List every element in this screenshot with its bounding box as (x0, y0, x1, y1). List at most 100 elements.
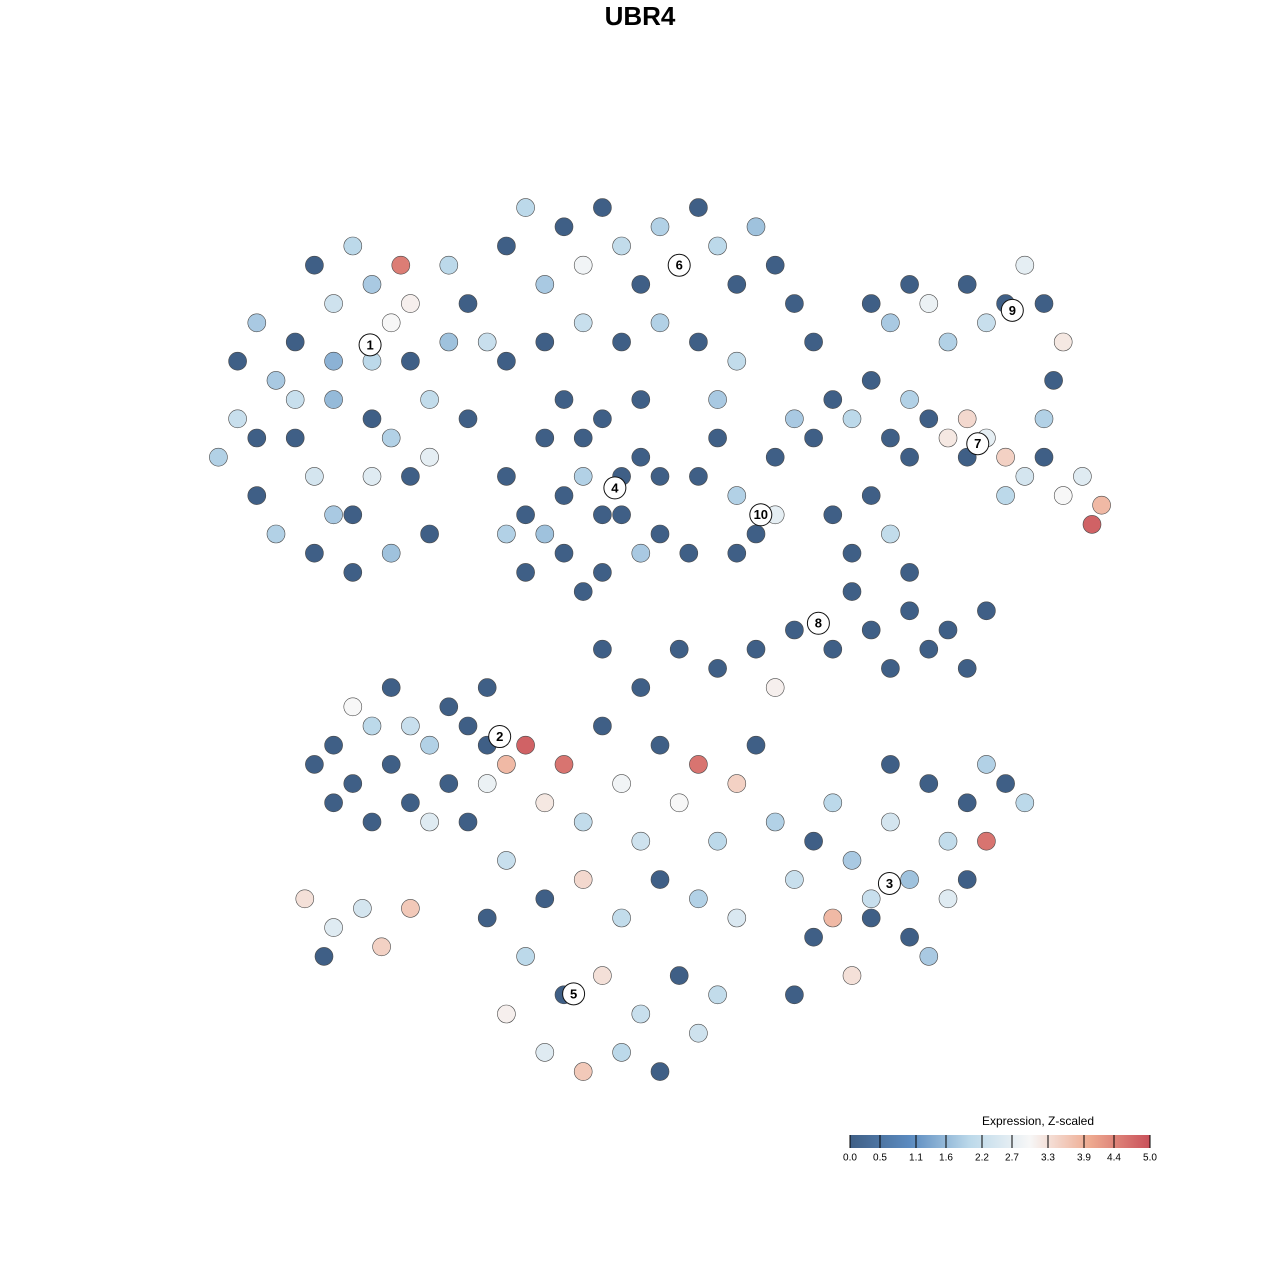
cell-point (439, 697, 459, 717)
cell-point (593, 409, 612, 429)
cell-point (669, 793, 689, 813)
cell-point (746, 217, 766, 237)
cell-point (804, 831, 823, 851)
cell-point (881, 313, 900, 333)
cell-point (881, 812, 900, 832)
cell-point (497, 755, 516, 774)
cell-point (785, 620, 804, 640)
cell-point (362, 467, 382, 486)
chart-title: UBR4 (605, 1, 676, 31)
cell-point (535, 889, 555, 909)
cell-point (497, 524, 516, 544)
cell-point (708, 659, 727, 678)
cell-point (372, 937, 391, 957)
cell-point (324, 294, 343, 313)
cell-point (881, 428, 900, 448)
cell-point (324, 793, 343, 813)
cell-point (516, 505, 535, 525)
cell-point (689, 198, 708, 217)
cell-point (516, 198, 535, 217)
cell-point (804, 332, 823, 352)
cell-point (439, 332, 459, 352)
cell-point (612, 774, 631, 793)
cell-point (785, 409, 804, 429)
cell-point (573, 313, 593, 333)
cell-point (1034, 447, 1054, 467)
cell-point (573, 870, 593, 889)
cell-point (612, 1043, 631, 1062)
cell-point (593, 639, 612, 659)
cell-point (842, 543, 862, 563)
colorbar-tick-label: 5.0 (1143, 1153, 1157, 1164)
colorbar-tick-label: 0.5 (873, 1153, 887, 1164)
cell-point (823, 639, 843, 659)
cell-point (650, 217, 670, 237)
cell-point (938, 332, 958, 352)
cluster-badge (667, 253, 691, 277)
cell-point (881, 755, 900, 774)
cell-point (362, 716, 382, 736)
cell-point (900, 870, 919, 889)
cell-point (401, 351, 420, 371)
cell-point (957, 659, 977, 678)
cell-point (477, 678, 497, 697)
cluster-badge (749, 503, 773, 527)
cell-point (631, 678, 651, 697)
cell-point (631, 831, 651, 851)
cell-point (381, 428, 401, 448)
cell-point (247, 313, 267, 333)
cell-point (381, 755, 401, 774)
cell-point (314, 947, 334, 966)
cell-point (689, 332, 708, 352)
cell-point (343, 697, 363, 717)
cell-point (535, 275, 555, 294)
cell-point (900, 601, 919, 621)
cell-point (746, 735, 766, 755)
cluster-label: 10 (754, 507, 768, 522)
cell-point (823, 390, 843, 409)
cell-point (554, 543, 574, 563)
cell-point (919, 639, 939, 659)
cluster-badge (358, 333, 382, 357)
cell-point (977, 313, 996, 333)
cell-point (996, 447, 1015, 467)
cell-point (285, 428, 305, 448)
cell-point (1015, 467, 1035, 486)
cluster-badge (562, 982, 586, 1006)
cell-point (420, 447, 439, 467)
cell-point (996, 774, 1015, 793)
cell-point (957, 870, 977, 889)
cell-point (228, 351, 247, 371)
cell-point (669, 639, 689, 659)
cell-point (381, 543, 401, 563)
cell-point (650, 313, 670, 333)
cell-point (861, 889, 881, 909)
cell-point (401, 716, 420, 736)
cell-point (708, 390, 727, 409)
cell-point (353, 899, 372, 918)
cell-point (266, 524, 286, 544)
cell-point (708, 236, 727, 256)
cell-point (573, 582, 593, 601)
cell-point (324, 390, 343, 409)
cell-point (554, 755, 574, 774)
cell-point (650, 524, 670, 544)
colorbar-tick-label: 1.1 (909, 1153, 923, 1164)
cell-point (516, 563, 535, 582)
cluster-label: 5 (570, 986, 577, 1001)
cell-point (612, 236, 631, 256)
cell-point (823, 793, 843, 813)
cell-point (727, 774, 747, 793)
cell-point (765, 678, 785, 697)
cell-point (573, 812, 593, 832)
cell-point (612, 908, 631, 928)
cell-point (247, 428, 267, 448)
cell-point (209, 447, 228, 467)
cluster-badge (806, 611, 830, 635)
cell-point (861, 908, 881, 928)
cluster-label: 3 (886, 876, 893, 891)
cell-point (977, 601, 996, 621)
cell-point (477, 332, 497, 352)
cell-point (1082, 515, 1102, 534)
